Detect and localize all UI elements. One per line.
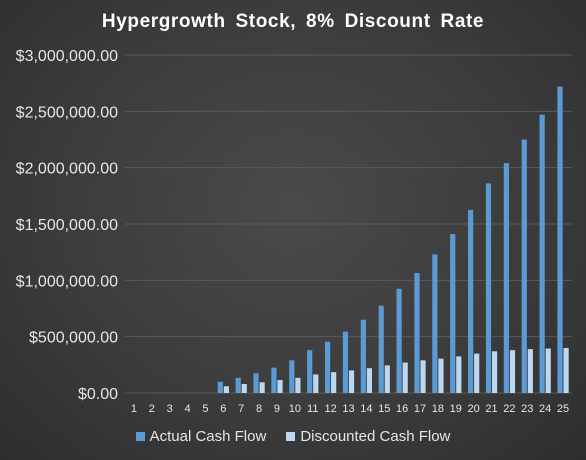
bar-actual-cash-flow xyxy=(414,273,420,393)
bar-actual-cash-flow xyxy=(307,350,313,393)
x-tick-label: 5 xyxy=(202,403,208,415)
bar-discounted-cash-flow xyxy=(259,382,265,393)
legend-label-actual: Actual Cash Flow xyxy=(149,428,267,445)
x-tick-label: 4 xyxy=(185,403,191,415)
bar-discounted-cash-flow xyxy=(474,353,480,393)
x-tick-label: 3 xyxy=(167,403,173,415)
bar-discounted-cash-flow xyxy=(277,380,283,393)
x-tick-label: 15 xyxy=(378,403,390,415)
bar-actual-cash-flow xyxy=(253,373,259,393)
bar-actual-cash-flow xyxy=(235,377,241,393)
bar-discounted-cash-flow xyxy=(527,349,533,393)
legend-item-actual: Actual Cash Flow xyxy=(135,428,267,445)
y-tick-label: $3,000,000.00 xyxy=(16,48,118,65)
bar-discounted-cash-flow xyxy=(331,372,337,393)
y-tick-label: $1,000,000.00 xyxy=(16,273,118,290)
bar-discounted-cash-flow xyxy=(563,347,569,393)
bar-actual-cash-flow xyxy=(360,319,366,393)
legend-label-discounted: Discounted Cash Flow xyxy=(300,428,451,445)
bar-actual-cash-flow xyxy=(450,234,456,393)
x-tick-label: 1 xyxy=(131,403,137,415)
bar-actual-cash-flow xyxy=(503,163,509,393)
bar-discounted-cash-flow xyxy=(384,365,390,393)
x-tick-label: 6 xyxy=(220,403,226,415)
legend-swatch-discounted xyxy=(286,432,296,441)
bar-actual-cash-flow xyxy=(539,114,545,394)
bar-discounted-cash-flow xyxy=(223,386,229,393)
x-tick-label: 17 xyxy=(414,403,426,415)
bar-discounted-cash-flow xyxy=(456,356,462,393)
bar-discounted-cash-flow xyxy=(295,377,301,393)
bar-actual-cash-flow xyxy=(289,360,295,393)
x-tick-label: 13 xyxy=(342,403,354,415)
bar-actual-cash-flow xyxy=(217,381,223,393)
bar-actual-cash-flow xyxy=(396,288,402,393)
bar-discounted-cash-flow xyxy=(545,348,551,393)
bar-actual-cash-flow xyxy=(557,86,563,394)
x-tick-label: 16 xyxy=(396,403,408,415)
bar-discounted-cash-flow xyxy=(366,368,373,393)
x-tick-label: 7 xyxy=(238,403,244,415)
y-tick-label: $0.00 xyxy=(78,386,118,403)
bar-discounted-cash-flow xyxy=(509,350,516,393)
bar-actual-cash-flow xyxy=(324,341,331,393)
legend-swatch-actual xyxy=(135,432,145,441)
x-tick-label: 18 xyxy=(432,403,444,415)
x-tick-label: 9 xyxy=(274,403,280,415)
x-tick-label: 19 xyxy=(450,403,462,415)
bar-discounted-cash-flow xyxy=(491,351,498,393)
bar-actual-cash-flow xyxy=(432,254,438,393)
chart-title: Hypergrowth Stock, 8% Discount Rate xyxy=(101,11,485,32)
bar-actual-cash-flow xyxy=(378,305,384,393)
x-tick-label: 21 xyxy=(485,403,497,415)
y-tick-label: $1,500,000.00 xyxy=(16,217,118,234)
bar-actual-cash-flow xyxy=(521,139,527,393)
bar-discounted-cash-flow xyxy=(313,374,319,393)
legend-item-discounted: Discounted Cash Flow xyxy=(286,428,450,445)
x-tick-label: 10 xyxy=(289,403,301,415)
y-tick-label: $500,000.00 xyxy=(29,330,118,347)
bar-actual-cash-flow xyxy=(468,209,474,393)
x-tick-label: 25 xyxy=(557,403,569,415)
x-tick-label: 8 xyxy=(256,403,262,415)
bar-actual-cash-flow xyxy=(271,367,277,393)
x-tick-label: 2 xyxy=(149,403,155,415)
bar-discounted-cash-flow xyxy=(241,383,247,393)
bar-actual-cash-flow xyxy=(485,183,492,393)
x-tick-label: 22 xyxy=(503,403,515,415)
x-tick-label: 11 xyxy=(307,403,318,415)
y-tick-label: $2,500,000.00 xyxy=(16,104,118,121)
bar-actual-cash-flow xyxy=(342,331,349,393)
bar-discounted-cash-flow xyxy=(420,360,426,393)
x-tick-label: 14 xyxy=(360,403,372,415)
bar-discounted-cash-flow xyxy=(348,370,355,393)
legend: Actual Cash Flow Discounted Cash Flow xyxy=(0,428,586,445)
bar-discounted-cash-flow xyxy=(402,362,408,393)
y-tick-label: $2,000,000.00 xyxy=(16,161,118,178)
x-tick-label: 12 xyxy=(324,403,336,415)
x-tick-label: 20 xyxy=(468,403,480,415)
x-tick-label: 23 xyxy=(521,403,533,415)
x-tick-label: 24 xyxy=(539,403,551,415)
bar-discounted-cash-flow xyxy=(438,358,444,393)
